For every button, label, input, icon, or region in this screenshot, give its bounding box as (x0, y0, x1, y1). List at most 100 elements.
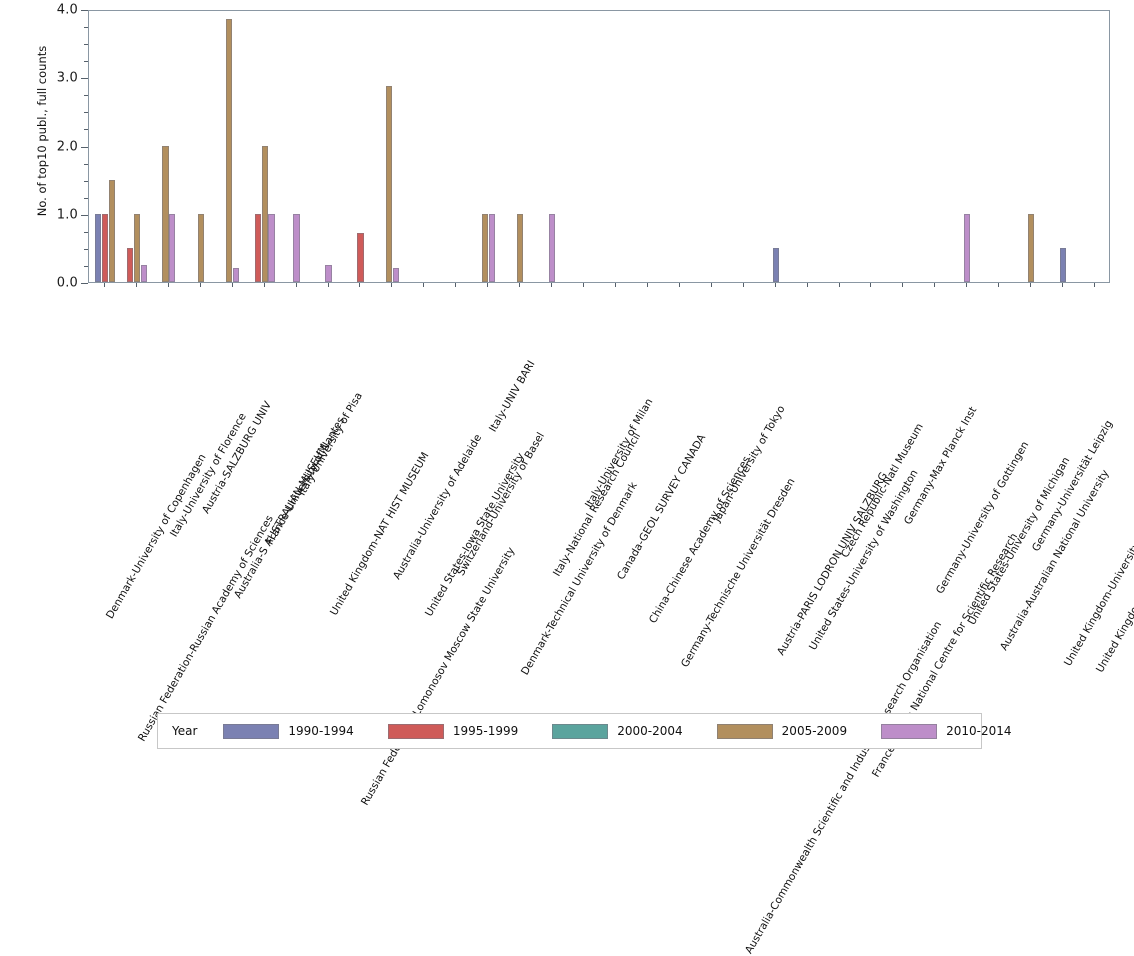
bar (233, 268, 240, 282)
legend-item[interactable]: 2010-2014 (881, 723, 1012, 739)
x-axis-tick (1094, 283, 1096, 287)
x-axis-tick (998, 283, 1000, 287)
legend-label: 1990-1994 (288, 724, 354, 738)
x-axis-tick (870, 283, 872, 287)
bar (101, 213, 109, 282)
x-axis-tick (710, 283, 712, 287)
y-axis-minor-tick (84, 197, 88, 199)
legend-title: Year (172, 724, 198, 738)
bar (488, 213, 495, 282)
y-axis-minor-tick (84, 95, 88, 97)
x-axis-tick (614, 283, 616, 287)
bar (162, 145, 169, 282)
legend-item[interactable]: 1990-1994 (223, 723, 354, 739)
bar (772, 247, 779, 282)
x-axis-tick (1030, 283, 1032, 287)
x-axis-tick (902, 283, 904, 287)
y-axis-major-tick (81, 146, 88, 148)
bar (127, 247, 134, 282)
y-axis-tick-label: 2.0 (56, 139, 78, 154)
bar (481, 213, 488, 282)
bar (108, 179, 115, 282)
chart-page: No. of top10 publ., full counts 0.0 1.0 2.… (35, 2, 1134, 956)
y-axis-minor-tick (84, 44, 88, 46)
legend-swatch (716, 723, 773, 739)
legend-swatch (223, 723, 280, 739)
bar (95, 213, 102, 282)
y-axis-tick-label: 4.0 (56, 2, 78, 18)
y-axis-tick-label: 0.0 (56, 275, 78, 291)
x-axis-tick (774, 283, 776, 287)
bar (1028, 213, 1035, 282)
bar (261, 145, 268, 282)
x-axis-tick (551, 283, 553, 287)
x-axis-tick (135, 283, 137, 287)
legend-item[interactable]: 1995-1999 (387, 723, 519, 739)
y-axis-major-tick (81, 10, 88, 11)
x-axis-tick-label: Australia-Commonwealth Scientific and In… (742, 619, 944, 956)
x-axis-tick (742, 283, 744, 287)
bar (197, 213, 204, 282)
y-axis-minor-tick (84, 61, 88, 63)
x-axis-tick-label: United States-University of Washington (806, 467, 921, 653)
x-axis-tick (1062, 283, 1064, 287)
legend: Year 1990-1994 1995-1999 2000-2004 2005-200… (157, 713, 1012, 749)
x-axis-tick (519, 283, 521, 287)
x-axis-tick-label: Italy-University of Pisa (295, 390, 365, 498)
x-axis-tick (391, 283, 393, 287)
bar (357, 232, 364, 282)
bar (517, 213, 524, 282)
x-axis-tick (295, 283, 297, 287)
legend-label: 2005-2009 (781, 724, 848, 738)
x-axis-tick-label: Denmark-University of Copenhagen (103, 452, 209, 622)
y-axis-minor-tick (84, 231, 88, 233)
x-axis-tick (487, 283, 489, 287)
legend-item[interactable]: 2000-2004 (552, 723, 683, 739)
x-axis-tick (199, 283, 201, 287)
bar (254, 213, 261, 282)
y-axis-major-tick (81, 283, 88, 284)
bar (325, 264, 332, 282)
bar (293, 213, 300, 282)
bar (548, 213, 556, 282)
x-axis-tick (103, 283, 105, 287)
y-axis-tick-label: 3.0 (56, 70, 78, 86)
x-axis: Denmark-University of Copenhagen Russian … (88, 283, 1134, 956)
legend-label: 2010-2014 (946, 724, 1012, 738)
bar (385, 86, 393, 282)
y-axis-title: No. of top10 publ., full counts (35, 45, 49, 217)
legend-swatch (552, 723, 609, 739)
x-axis-tick (231, 283, 233, 287)
x-axis-tick (806, 283, 808, 287)
y-axis-minor-tick (84, 180, 88, 182)
legend-item[interactable]: 2005-2009 (716, 723, 848, 739)
bars-container (89, 11, 1109, 282)
bar (392, 268, 399, 282)
bar (1059, 247, 1067, 282)
y-axis-minor-tick (84, 248, 88, 250)
y-axis-minor-tick (84, 129, 88, 131)
y-axis-major-tick (81, 214, 88, 216)
bar (226, 19, 233, 282)
bar (140, 264, 147, 282)
x-axis-tick (167, 283, 169, 287)
x-axis-tick (838, 283, 840, 287)
x-axis-tick (359, 283, 361, 287)
x-axis-tick (423, 283, 425, 287)
x-axis-tick (327, 283, 329, 287)
legend-swatch (881, 723, 938, 739)
x-axis-tick (583, 283, 585, 287)
legend-swatch (387, 723, 444, 739)
bar (964, 213, 971, 282)
x-axis-tick-label: Italy-UNIV BARI (487, 358, 538, 435)
y-axis-tick-label: 1.0 (56, 207, 78, 223)
x-axis-tick-label: Germany-Technische Universität Dresden (678, 476, 798, 670)
y-axis-minor-tick (84, 163, 88, 165)
y-axis-minor-tick (84, 265, 88, 267)
y-axis-minor-tick (84, 27, 88, 29)
legend-items: 1990-1994 1995-1999 2000-2004 2005-2009 2010… (223, 723, 1045, 739)
x-axis-tick-label: Italy-University of Florence (167, 411, 249, 540)
x-axis-tick (678, 283, 680, 287)
bar (133, 213, 140, 282)
legend-label: 1995-1999 (452, 724, 519, 738)
